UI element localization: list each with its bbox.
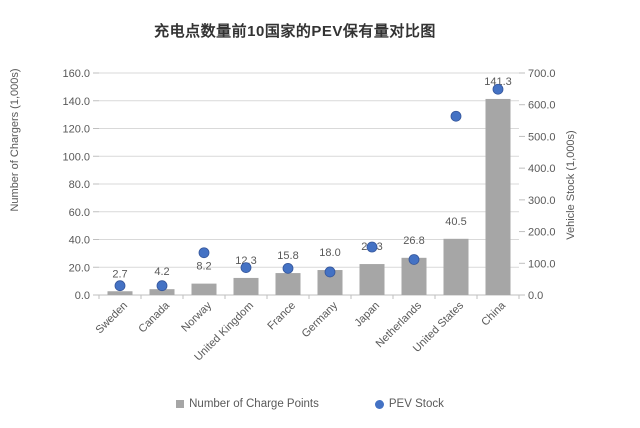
bar-value-label: 12.3 xyxy=(235,255,256,267)
x-axis-category-label: Germany xyxy=(300,299,341,340)
left-axis-tick-label: 120.0 xyxy=(62,124,90,136)
left-axis-tick-label: 80.0 xyxy=(69,179,90,191)
legend-label: Number of Charge Points xyxy=(189,398,319,410)
legend-item-pev-stock: PEV Stock xyxy=(374,398,444,410)
bar-france xyxy=(275,273,301,295)
right-axis-tick-label: 400.0 xyxy=(528,163,556,175)
bar-value-label: 8.2 xyxy=(196,261,211,273)
right-axis-tick-label: 600.0 xyxy=(528,100,556,112)
bar-value-label: 141.3 xyxy=(484,76,512,88)
legend: Number of Charge Points PEV Stock xyxy=(0,398,620,410)
scatter-series-marker-icon xyxy=(374,399,384,409)
x-axis-category-label: France xyxy=(265,300,298,333)
x-axis-category-label: Canada xyxy=(136,299,172,335)
left-axis-tick-label: 160.0 xyxy=(62,68,90,80)
pev-stock-dot-norway xyxy=(198,247,210,259)
bar-japan xyxy=(359,264,385,295)
left-axis-tick-label: 0.0 xyxy=(75,290,90,302)
pev-stock-dot-canada xyxy=(156,280,168,292)
left-axis-tick-label: 60.0 xyxy=(69,207,90,219)
bar-sweden xyxy=(107,291,133,295)
right-axis-tick-label: 500.0 xyxy=(528,131,556,143)
bar-value-label: 40.5 xyxy=(445,216,466,228)
x-axis-category-label: Norway xyxy=(179,299,214,334)
bar-value-label: 18.0 xyxy=(319,247,340,259)
bar-united-kingdom xyxy=(233,277,259,295)
bar-norway xyxy=(191,283,217,295)
bar-china xyxy=(485,98,511,295)
legend-label: PEV Stock xyxy=(388,398,444,410)
pev-stock-dot-united-states xyxy=(450,110,462,122)
chart-title: 充电点数量前10国家的PEV保有量对比图 xyxy=(154,23,436,40)
bar-value-label: 2.7 xyxy=(112,268,127,280)
left-axis-tick-label: 40.0 xyxy=(69,235,90,247)
bar-united-states xyxy=(443,238,469,295)
legend-item-charge-points: Number of Charge Points xyxy=(176,398,319,410)
pev-stock-dot-germany xyxy=(324,266,336,278)
x-axis-category-label: China xyxy=(479,299,508,328)
right-axis-tick-label: 0.0 xyxy=(528,290,543,302)
pev-stock-dot-united-kingdom xyxy=(240,262,252,273)
pev-stock-dot-netherlands xyxy=(408,254,420,265)
pev-stock-dot-china xyxy=(492,83,504,95)
left-axis-tick-label: 20.0 xyxy=(69,262,90,274)
x-axis-category-label: Sweden xyxy=(94,300,131,337)
right-axis-tick-label: 200.0 xyxy=(528,227,556,239)
left-axis-tick-label: 140.0 xyxy=(62,96,90,108)
pev-stock-dot-japan xyxy=(366,241,378,253)
pev-stock-dot-france xyxy=(282,262,294,274)
left-axis-tick-label: 100.0 xyxy=(62,151,90,163)
bar-series-marker-icon xyxy=(176,400,185,408)
right-axis-tick-label: 100.0 xyxy=(528,258,556,270)
right-axis-tick-label: 700.0 xyxy=(528,68,556,80)
right-axis-tick-label: 300.0 xyxy=(528,195,556,207)
x-axis-category-label: Japan xyxy=(352,300,382,330)
bar-canada xyxy=(149,289,175,295)
bar-value-label: 4.2 xyxy=(154,266,169,278)
bar-value-label: 26.8 xyxy=(403,235,424,247)
bar-value-label: 15.8 xyxy=(277,250,298,262)
pev-stock-dot-sweden xyxy=(114,280,126,292)
